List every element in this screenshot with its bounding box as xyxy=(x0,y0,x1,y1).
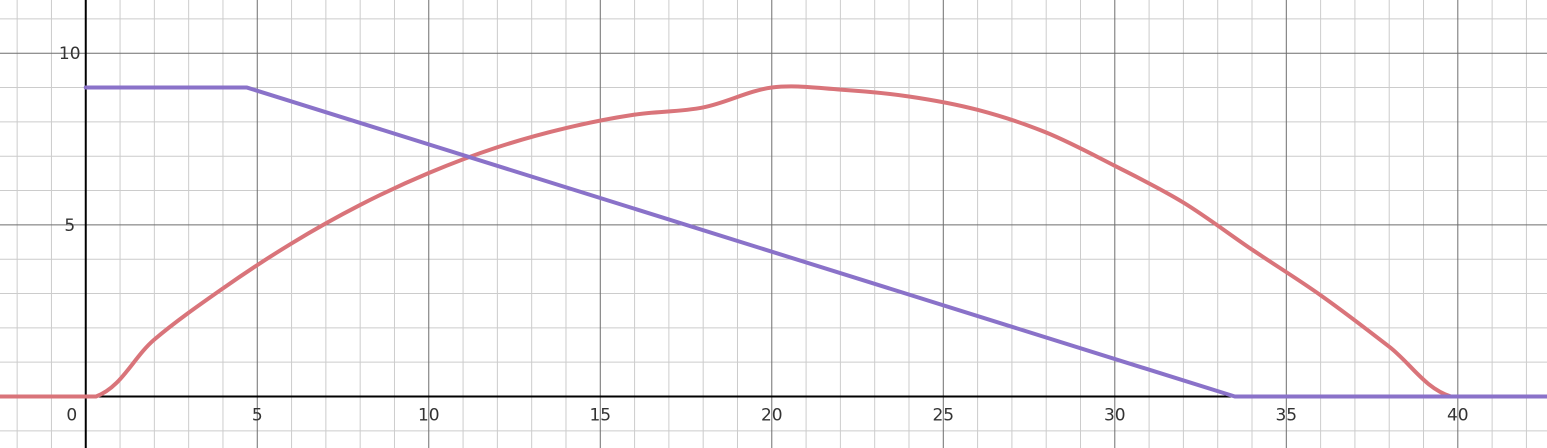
series-group xyxy=(0,84,1547,399)
y-tick-label: 5 xyxy=(64,216,75,236)
x-tick-label: 0 xyxy=(66,406,77,426)
y-tick-label: 10 xyxy=(59,44,81,64)
x-tick-label: 5 xyxy=(252,406,263,426)
series-line-1 xyxy=(0,84,1547,399)
x-tick-label: 30 xyxy=(1104,406,1126,426)
x-tick-label: 20 xyxy=(761,406,783,426)
series-line-2 xyxy=(83,85,1547,399)
x-tick-label: 10 xyxy=(418,406,440,426)
x-tick-label: 35 xyxy=(1275,406,1297,426)
tick-labels: 0 5 10 15 20 25 30 35 40 5 10 xyxy=(59,44,1469,425)
x-tick-label: 15 xyxy=(589,406,611,426)
x-tick-label: 25 xyxy=(932,406,954,426)
x-tick-label: 40 xyxy=(1447,406,1469,426)
